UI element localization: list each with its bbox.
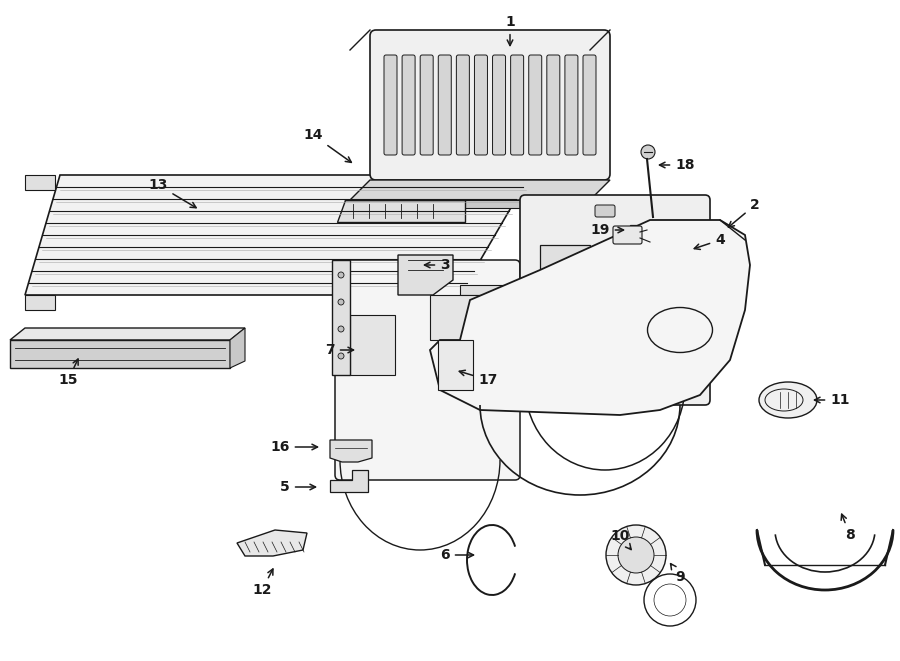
- Circle shape: [641, 145, 655, 159]
- Text: 1: 1: [505, 15, 515, 46]
- Polygon shape: [25, 295, 55, 310]
- Text: 8: 8: [842, 514, 855, 542]
- Text: 3: 3: [425, 258, 450, 272]
- Polygon shape: [330, 440, 372, 462]
- Text: 15: 15: [58, 359, 78, 387]
- Polygon shape: [10, 340, 230, 368]
- Circle shape: [338, 326, 344, 332]
- Text: 7: 7: [325, 343, 354, 357]
- Polygon shape: [398, 255, 453, 295]
- Polygon shape: [350, 200, 590, 208]
- Ellipse shape: [759, 382, 817, 418]
- FancyBboxPatch shape: [583, 55, 596, 155]
- Bar: [438, 340, 473, 390]
- FancyBboxPatch shape: [456, 55, 470, 155]
- Text: 6: 6: [440, 548, 473, 562]
- Bar: [540, 245, 590, 305]
- Circle shape: [606, 525, 666, 585]
- FancyBboxPatch shape: [613, 226, 642, 244]
- Text: 9: 9: [670, 564, 685, 584]
- Text: 14: 14: [303, 128, 351, 163]
- FancyBboxPatch shape: [402, 55, 415, 155]
- FancyBboxPatch shape: [510, 55, 524, 155]
- FancyBboxPatch shape: [420, 55, 433, 155]
- FancyBboxPatch shape: [492, 55, 506, 155]
- FancyBboxPatch shape: [595, 205, 615, 217]
- Polygon shape: [25, 175, 55, 190]
- FancyBboxPatch shape: [370, 30, 610, 180]
- Circle shape: [338, 353, 344, 359]
- Bar: [430, 295, 485, 340]
- Text: 13: 13: [148, 178, 196, 208]
- FancyBboxPatch shape: [384, 55, 397, 155]
- Text: 16: 16: [270, 440, 318, 454]
- Polygon shape: [460, 285, 530, 295]
- Text: 4: 4: [694, 233, 724, 249]
- FancyBboxPatch shape: [520, 195, 710, 405]
- FancyBboxPatch shape: [547, 55, 560, 155]
- Text: 17: 17: [459, 370, 498, 387]
- Text: 5: 5: [280, 480, 316, 494]
- FancyBboxPatch shape: [438, 55, 451, 155]
- Text: 11: 11: [814, 393, 850, 407]
- Polygon shape: [330, 470, 368, 492]
- Text: 19: 19: [590, 223, 624, 237]
- FancyBboxPatch shape: [528, 55, 542, 155]
- Polygon shape: [350, 180, 610, 200]
- Text: 18: 18: [660, 158, 695, 172]
- Polygon shape: [430, 220, 750, 415]
- Text: 2: 2: [728, 198, 760, 227]
- Polygon shape: [237, 530, 307, 556]
- FancyBboxPatch shape: [474, 55, 488, 155]
- Polygon shape: [25, 175, 530, 295]
- Text: 12: 12: [252, 569, 273, 597]
- Bar: [332, 260, 350, 375]
- Text: 10: 10: [610, 529, 631, 549]
- Polygon shape: [230, 328, 245, 368]
- Circle shape: [618, 537, 654, 573]
- Circle shape: [338, 299, 344, 305]
- Polygon shape: [337, 200, 465, 222]
- FancyBboxPatch shape: [565, 55, 578, 155]
- Bar: [350, 315, 395, 375]
- FancyBboxPatch shape: [335, 260, 520, 480]
- Circle shape: [338, 272, 344, 278]
- Polygon shape: [10, 328, 245, 340]
- Bar: [630, 225, 690, 270]
